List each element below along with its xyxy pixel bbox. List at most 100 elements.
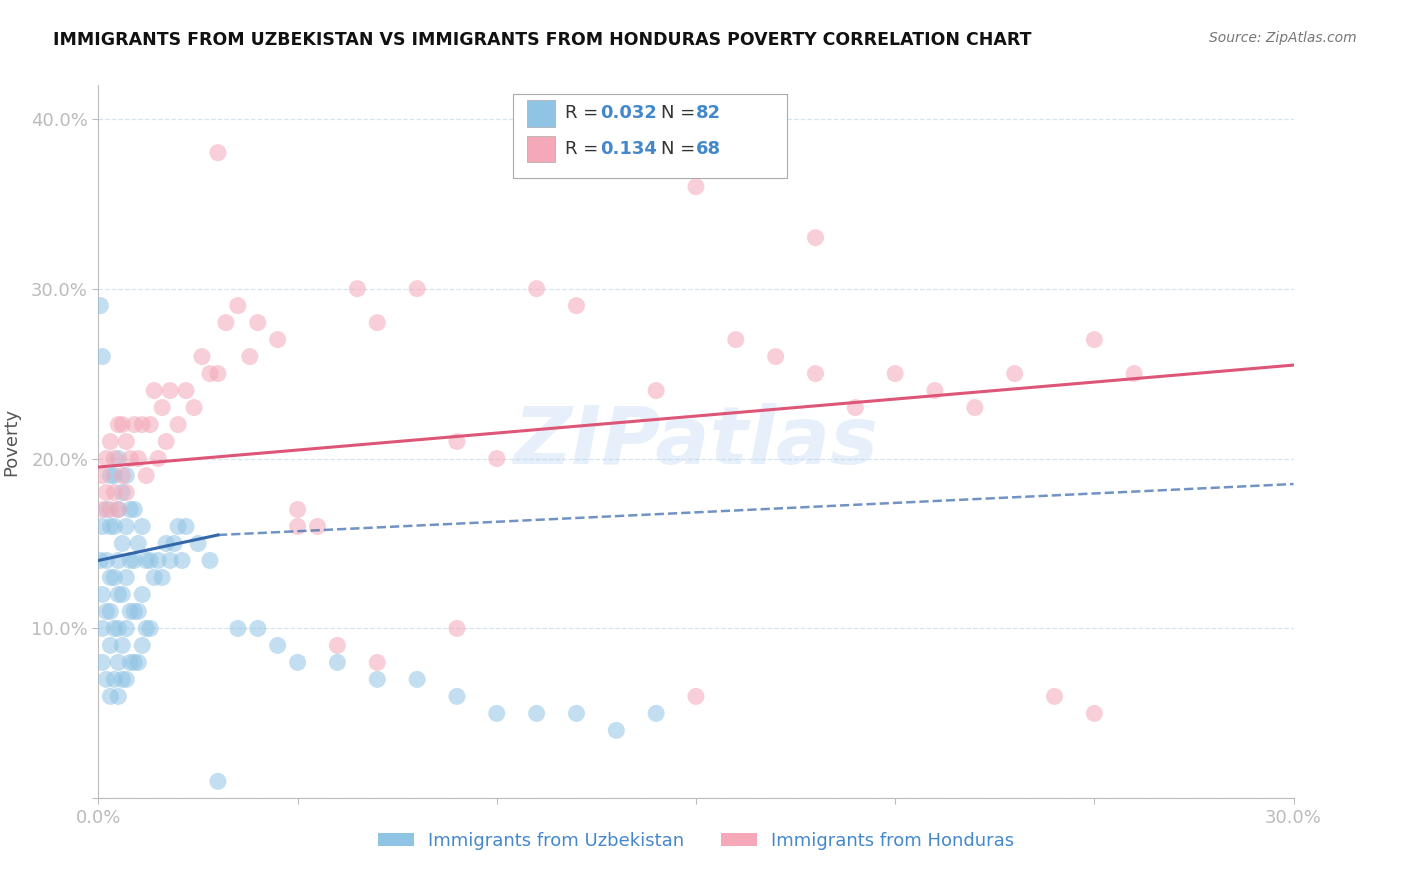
Point <box>685 690 707 704</box>
Point <box>107 587 129 601</box>
Point <box>198 367 221 381</box>
Point <box>124 656 146 670</box>
Point <box>226 622 249 636</box>
Point <box>120 451 142 466</box>
Point <box>963 401 986 415</box>
Point <box>98 519 122 533</box>
Point <box>174 384 197 398</box>
Point <box>565 145 588 160</box>
Point <box>120 604 142 618</box>
Point <box>765 350 787 364</box>
Point <box>96 485 118 500</box>
Point <box>91 468 114 483</box>
Point <box>1083 333 1105 347</box>
Point <box>565 299 588 313</box>
Text: N =: N = <box>661 104 700 122</box>
Point <box>215 316 238 330</box>
Point <box>485 451 508 466</box>
Point <box>267 639 290 653</box>
Point <box>91 350 114 364</box>
Point <box>107 553 129 567</box>
Point <box>107 451 129 466</box>
Point <box>685 179 707 194</box>
Point <box>446 622 468 636</box>
Point <box>406 282 429 296</box>
Point <box>111 485 134 500</box>
Point <box>127 604 149 618</box>
Point <box>91 502 114 516</box>
Point <box>924 384 946 398</box>
Point <box>127 451 149 466</box>
Point <box>103 519 125 533</box>
Point <box>103 451 125 466</box>
Point <box>96 673 118 687</box>
Point <box>91 587 114 601</box>
Point <box>406 673 429 687</box>
Point <box>96 502 118 516</box>
Point <box>446 690 468 704</box>
Point <box>139 622 162 636</box>
Point <box>155 434 177 449</box>
Point <box>107 656 129 670</box>
Point <box>120 502 142 516</box>
Point <box>96 451 118 466</box>
Point <box>98 434 122 449</box>
Point <box>135 468 157 483</box>
Point <box>267 333 290 347</box>
Point <box>98 639 122 653</box>
Point <box>107 502 129 516</box>
Point <box>526 706 548 721</box>
Point <box>131 519 153 533</box>
Point <box>485 706 508 721</box>
Point <box>1043 690 1066 704</box>
Text: 0.134: 0.134 <box>600 140 657 158</box>
Point <box>115 570 138 584</box>
Point <box>143 384 166 398</box>
Point <box>89 553 111 567</box>
Point <box>115 468 138 483</box>
Point <box>111 639 134 653</box>
Point <box>724 333 747 347</box>
Point <box>287 656 309 670</box>
Point <box>115 434 138 449</box>
Point <box>91 519 114 533</box>
Point <box>163 536 186 550</box>
Point <box>103 622 125 636</box>
Point <box>1004 367 1026 381</box>
Point <box>645 706 668 721</box>
Point <box>89 299 111 313</box>
Point <box>98 604 122 618</box>
Point <box>131 639 153 653</box>
Point <box>115 622 138 636</box>
Point <box>326 639 349 653</box>
Point <box>207 367 229 381</box>
Point <box>174 519 197 533</box>
Point <box>346 282 368 296</box>
Point <box>198 553 221 567</box>
Point <box>167 417 190 432</box>
Point <box>111 587 134 601</box>
Point <box>526 282 548 296</box>
Point <box>111 417 134 432</box>
Point <box>131 417 153 432</box>
Point <box>287 519 309 533</box>
Point <box>187 536 209 550</box>
Point <box>307 519 329 533</box>
Point <box>139 553 162 567</box>
Point <box>91 622 114 636</box>
Point <box>287 502 309 516</box>
Point <box>103 468 125 483</box>
Text: ZIPatlas: ZIPatlas <box>513 402 879 481</box>
Point <box>111 673 134 687</box>
Point <box>127 656 149 670</box>
Point <box>172 553 194 567</box>
Point <box>183 401 205 415</box>
Point <box>91 656 114 670</box>
Point <box>246 316 269 330</box>
Point <box>124 417 146 432</box>
Text: N =: N = <box>661 140 700 158</box>
Point <box>226 299 249 313</box>
Point <box>148 553 170 567</box>
Point <box>159 553 181 567</box>
Point <box>111 468 134 483</box>
